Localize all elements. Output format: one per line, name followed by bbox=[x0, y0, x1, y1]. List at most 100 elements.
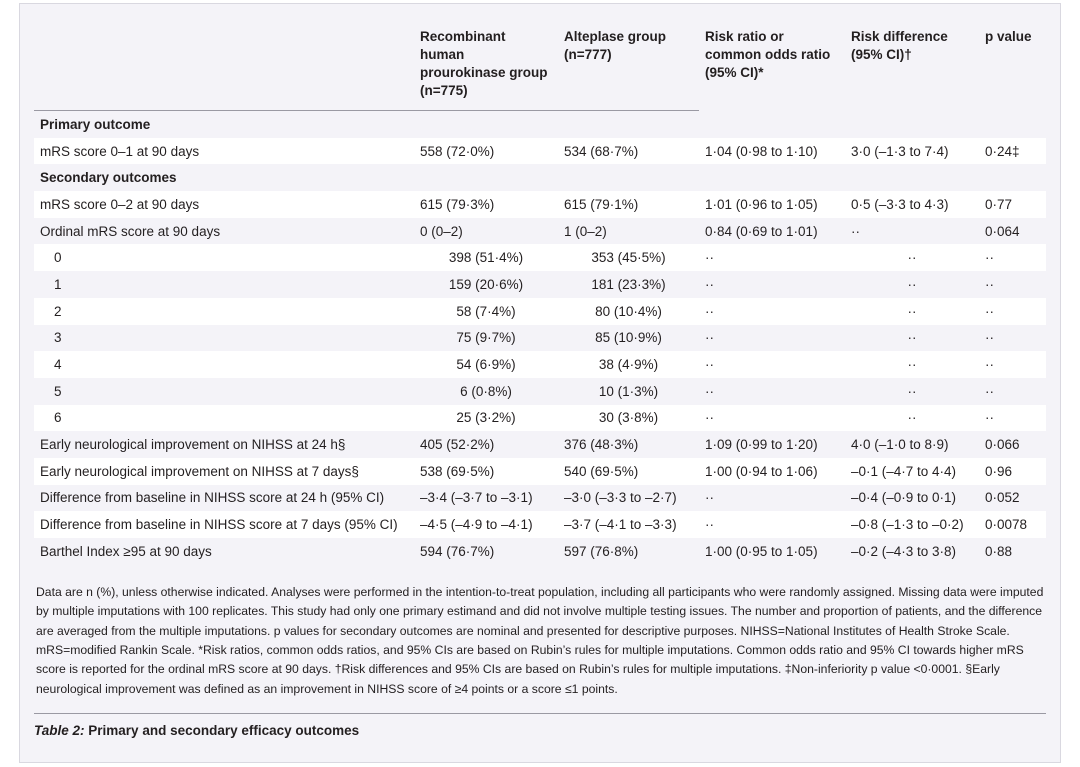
table-cell: ·· bbox=[705, 490, 714, 506]
table-cell: ·· bbox=[699, 297, 845, 325]
table-cell: 54 (6·9%) bbox=[414, 351, 558, 378]
table-cell: ·· bbox=[851, 223, 860, 239]
table-cell bbox=[699, 164, 845, 191]
caption-label: Table 2: bbox=[34, 723, 85, 739]
table-row: Barthel Index ≥95 at 90 days 594 (76·7%) 5… bbox=[34, 538, 1046, 565]
table-cell: ·· bbox=[705, 383, 714, 399]
table-cell: –0·2 (–4·3 to 3·8) bbox=[851, 543, 957, 559]
table-cell: 0·0078 bbox=[979, 511, 1046, 538]
row-label-cell: Early neurological improvement on NIHSS … bbox=[40, 437, 346, 453]
table-row: 2 58 (7·4%) 80 (10·4%) ·· ·· ·· bbox=[34, 297, 1046, 325]
table-row: 0 398 (51·4%) 353 (45·5%) ·· ·· ·· bbox=[34, 244, 1046, 272]
table-cell: 376 (48·3%) bbox=[564, 437, 639, 453]
table-cell: 538 (69·5%) bbox=[414, 457, 558, 485]
table-row: 4 54 (6·9%) 38 (4·9%) ·· ·· ·· bbox=[34, 351, 1046, 378]
table-cell: ·· bbox=[845, 404, 979, 432]
table-cell: ·· bbox=[985, 330, 994, 346]
table-cell: 0·24‡ bbox=[979, 137, 1046, 165]
table-cell: ·· bbox=[845, 244, 979, 272]
table-cell: 58 (7·4%) bbox=[414, 297, 558, 325]
table-cell: ·· bbox=[845, 351, 979, 378]
table-cell: 1·00 (0·95 to 1·05) bbox=[705, 543, 818, 559]
table-row: Difference from baseline in NIHSS score … bbox=[34, 485, 1046, 512]
table-cell: 6 (0·8%) bbox=[460, 383, 512, 399]
table-cell: ·· bbox=[699, 351, 845, 378]
table-cell: ·· bbox=[979, 404, 1046, 432]
row-label-cell: 0 bbox=[34, 244, 414, 272]
table-cell: ·· bbox=[979, 244, 1046, 272]
table-cell: 85 (10·9%) bbox=[595, 330, 662, 346]
table-cell: 594 (76·7%) bbox=[420, 543, 495, 559]
section-row: Primary outcome bbox=[34, 111, 1046, 138]
table-cell bbox=[558, 164, 699, 191]
table-cell: 1·01 (0·96 to 1·05) bbox=[699, 191, 845, 218]
row-label-cell: Difference from baseline in NIHSS score … bbox=[34, 511, 414, 538]
table-cell bbox=[845, 111, 979, 138]
table-cell bbox=[699, 111, 845, 138]
table-cell: –0·4 (–0·9 to 0·1) bbox=[851, 490, 957, 506]
row-label-cell: Difference from baseline in NIHSS score … bbox=[40, 490, 385, 506]
table-cell: 0·77 bbox=[979, 191, 1046, 218]
table-cell: –3·7 (–4·1 to –3·3) bbox=[558, 511, 699, 538]
table-cell: ·· bbox=[907, 276, 917, 292]
caption-title: Primary and secondary efficacy outcomes bbox=[88, 723, 360, 739]
table-row: mRS score 0–1 at 90 days 558 (72·0%) 534 (… bbox=[34, 137, 1046, 165]
table-cell: 0·064 bbox=[985, 223, 1020, 239]
row-label-cell: mRS score 0–2 at 90 days bbox=[34, 191, 414, 218]
table-row: Difference from baseline in NIHSS score … bbox=[34, 511, 1046, 538]
header-cell-prourokinase: Recombinant human prourokinase group (n=… bbox=[414, 18, 558, 111]
table-cell: 0·066 bbox=[985, 437, 1020, 453]
table-cell: –4·5 (–4·9 to –4·1) bbox=[414, 511, 558, 538]
table-container: Recombinant human prourokinase group (n=… bbox=[34, 18, 1046, 738]
table-cell: ·· bbox=[705, 330, 714, 346]
table-cell: 534 (68·7%) bbox=[558, 137, 699, 165]
table-cell: ·· bbox=[699, 404, 845, 432]
table-cell: ·· bbox=[699, 244, 845, 272]
table-cell: 398 (51·4%) bbox=[414, 244, 558, 272]
table-row: Early neurological improvement on NIHSS … bbox=[34, 457, 1046, 485]
row-label-cell: 1 bbox=[54, 276, 62, 292]
table-cell: 0 (0–2) bbox=[420, 223, 463, 239]
table-row: Ordinal mRS score at 90 days 0 (0–2) 1 (0–… bbox=[34, 218, 1046, 245]
row-label-cell: Secondary outcomes bbox=[40, 170, 177, 186]
table-frame: Recombinant human prourokinase group (n=… bbox=[19, 3, 1061, 763]
table-cell: 75 (9·7%) bbox=[456, 330, 516, 346]
row-label-cell: 6 bbox=[34, 404, 414, 432]
header-cell-label bbox=[34, 18, 414, 111]
row-label-cell: Ordinal mRS score at 90 days bbox=[40, 223, 221, 239]
table-cell: ·· bbox=[979, 351, 1046, 378]
table-cell: ·· bbox=[985, 383, 994, 399]
table-header-row: Recombinant human prourokinase group (n=… bbox=[34, 18, 1046, 111]
table-cell bbox=[558, 111, 699, 138]
table-footnote: Data are n (%), unless otherwise indicat… bbox=[36, 584, 1044, 696]
header-cell-alteplase: Alteplase group (n=777) bbox=[558, 18, 699, 111]
header-cell-risk-ratio: Risk ratio or common odds ratio (95% CI)… bbox=[705, 29, 831, 80]
table-cell: 597 (76·8%) bbox=[564, 543, 639, 559]
table-row: Early neurological improvement on NIHSS … bbox=[34, 431, 1046, 458]
table-cell: 540 (69·5%) bbox=[558, 457, 699, 485]
row-label-cell: mRS score 0–1 at 90 days bbox=[34, 137, 414, 165]
table-cell: 615 (79·1%) bbox=[558, 191, 699, 218]
table-cell: 1 (0–2) bbox=[564, 223, 607, 239]
table-row: mRS score 0–2 at 90 days 615 (79·3%) 615 (… bbox=[34, 191, 1046, 218]
table-cell: ·· bbox=[907, 383, 917, 399]
table-cell: 1·04 (0·98 to 1·10) bbox=[699, 137, 845, 165]
table-cell: 0·052 bbox=[985, 490, 1020, 506]
table-cell: 159 (20·6%) bbox=[448, 276, 524, 292]
row-label-cell: Early neurological improvement on NIHSS … bbox=[34, 457, 414, 485]
row-label-cell: Barthel Index ≥95 at 90 days bbox=[40, 543, 212, 559]
table-cell: –3·0 (–3·3 to –2·7) bbox=[564, 490, 677, 506]
row-label-cell: 2 bbox=[34, 297, 414, 325]
table-cell: 0·88 bbox=[985, 543, 1013, 559]
table-body: Primary outcome mRS score 0–1 at 90 days 5… bbox=[34, 111, 1046, 565]
table-row: 6 25 (3·2%) 30 (3·8%) ·· ·· ·· bbox=[34, 404, 1046, 432]
table-cell: 30 (3·8%) bbox=[558, 404, 699, 432]
table-cell: 0·84 (0·69 to 1·01) bbox=[705, 223, 818, 239]
table-row: 3 75 (9·7%) 85 (10·9%) ·· ·· ·· bbox=[34, 325, 1046, 352]
row-label-cell: Primary outcome bbox=[40, 116, 151, 132]
table-cell bbox=[414, 164, 558, 191]
table-cell: ·· bbox=[979, 297, 1046, 325]
table-cell: 0·5 (–3·3 to 4·3) bbox=[845, 191, 979, 218]
row-label-cell: 4 bbox=[34, 351, 414, 378]
table-cell: 1·00 (0·94 to 1·06) bbox=[699, 457, 845, 485]
